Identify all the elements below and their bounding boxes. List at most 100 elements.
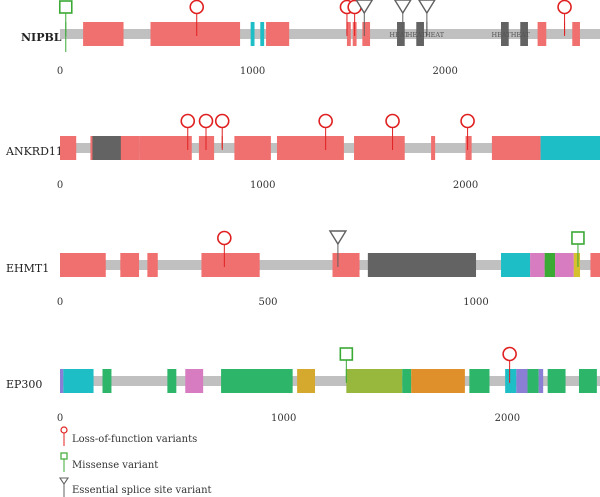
protein-domain <box>354 136 405 160</box>
lof-variant-marker <box>502 346 517 362</box>
protein-domain <box>544 253 556 277</box>
protein-domain <box>92 136 121 160</box>
axis-tick-label: 500 <box>258 297 277 308</box>
splice-variant-marker <box>328 230 348 246</box>
protein-domain <box>346 369 403 393</box>
protein-domain <box>397 22 405 46</box>
protein-domain <box>150 22 241 46</box>
protein-domain <box>578 369 597 393</box>
protein-name: EP300 <box>6 378 42 391</box>
domain-label: HEAT <box>425 31 445 39</box>
axis-tick-label: 2000 <box>432 66 457 77</box>
splice-variant-marker <box>418 0 436 15</box>
lof-variant-marker <box>189 0 205 15</box>
axis-tick-label: 0 <box>57 66 63 77</box>
protein-domain <box>516 369 528 393</box>
protein-domain <box>537 22 547 46</box>
legend-lof-icon <box>60 426 68 434</box>
protein-domain <box>276 136 344 160</box>
missense-variant-marker <box>58 0 73 14</box>
domain-label: HEAT <box>389 31 409 39</box>
protein-track-ep300: EP300 0 1000 2000 <box>6 346 600 424</box>
protein-domain <box>102 369 112 393</box>
protein-domain <box>221 369 293 393</box>
axis-tick-label: 1000 <box>250 180 275 191</box>
protein-domain <box>332 253 360 277</box>
protein-name: ANKRD11 <box>5 145 63 158</box>
lof-variant-marker <box>385 113 400 129</box>
lof-variant-marker <box>214 113 230 129</box>
protein-domain <box>590 253 600 277</box>
axis-tick-label: 1000 <box>271 413 296 424</box>
protein-domain <box>500 253 531 277</box>
protein-domain <box>530 253 545 277</box>
missense-variant-marker <box>571 231 585 245</box>
lof-variant-marker <box>557 0 572 15</box>
legend-missense-icon <box>60 452 68 460</box>
axis-tick-label: 1000 <box>463 297 488 308</box>
protein-domain <box>416 22 424 46</box>
domain-label: HEAT <box>511 31 531 39</box>
protein-backbone <box>60 376 600 386</box>
protein-domain <box>83 22 124 46</box>
protein-domain <box>198 136 215 160</box>
domain-label: HEAT <box>491 31 511 39</box>
lof-variant-marker <box>198 113 214 129</box>
protein-domain <box>201 253 260 277</box>
protein-domain <box>527 369 539 393</box>
lof-variant-marker <box>180 113 196 129</box>
protein-domain <box>362 22 371 46</box>
missense-variant-marker <box>339 347 354 361</box>
protein-domain <box>260 22 265 46</box>
protein-domain <box>540 136 600 160</box>
protein-domain <box>572 22 580 46</box>
axis-tick-label: 0 <box>57 180 63 191</box>
protein-domain <box>234 136 271 160</box>
protein-domain <box>167 369 177 393</box>
protein-name: NIPBL <box>21 31 62 44</box>
protein-backbone <box>60 260 600 270</box>
axis-tick-label: 1000 <box>240 66 265 77</box>
protein-backbone <box>60 29 600 39</box>
legend-label: Missense variant <box>72 460 158 471</box>
protein-domain <box>60 369 64 393</box>
legend: Loss-of-function variants Missense varian… <box>58 426 212 497</box>
axis-tick-label: 0 <box>57 297 63 308</box>
protein-domain <box>346 22 351 46</box>
legend-label: Loss-of-function variants <box>72 434 197 445</box>
protein-domain <box>431 136 436 160</box>
splice-variant-marker <box>393 0 412 15</box>
protein-name: EHMT1 <box>6 262 49 275</box>
legend-label: Essential splice site variant <box>72 485 212 496</box>
protein-domain <box>491 136 541 160</box>
protein-domain <box>63 369 94 393</box>
protein-domain <box>573 253 581 277</box>
protein-domain <box>367 253 477 277</box>
domain-label: HEAT <box>407 31 427 39</box>
protein-domain <box>547 369 566 393</box>
protein-domain <box>147 253 158 277</box>
protein-track-ankrd11: ANKRD11 0 1000 2000 <box>5 113 600 191</box>
lof-variant-marker <box>217 230 232 246</box>
axis-tick-label: 2000 <box>453 180 478 191</box>
protein-domain <box>465 136 472 160</box>
protein-domain <box>297 369 316 393</box>
protein-domain <box>505 369 517 393</box>
protein-domain <box>501 22 509 46</box>
protein-domain <box>411 369 465 393</box>
protein-domain <box>555 253 574 277</box>
protein-domain <box>60 136 77 160</box>
lof-variant-marker <box>318 113 333 129</box>
protein-domain <box>266 22 290 46</box>
axis-tick-label: 2000 <box>495 413 520 424</box>
protein-domain <box>250 22 255 46</box>
lof-variant-marker <box>460 113 475 129</box>
protein-domain <box>538 369 544 393</box>
protein-domain <box>402 369 412 393</box>
protein-domain <box>469 369 490 393</box>
protein-domain <box>139 136 192 160</box>
axis-tick-label: 0 <box>57 413 63 424</box>
protein-track-ehmt1: EHMT1 0 500 1000 <box>6 230 600 308</box>
